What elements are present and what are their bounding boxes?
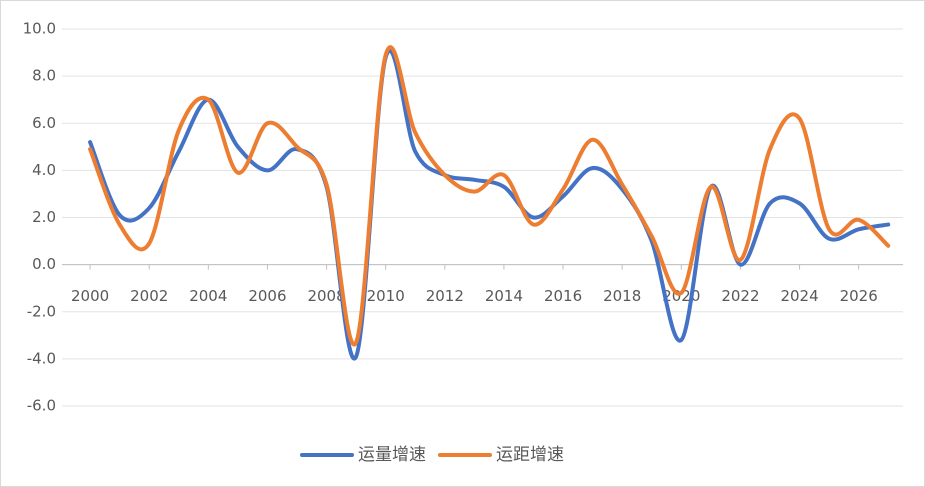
legend-label: 运距增速 <box>496 445 564 465</box>
x-tick-label: 2000 <box>71 287 109 305</box>
series-line <box>88 45 891 347</box>
x-tick-label: 2006 <box>248 287 286 305</box>
x-tick-label: 2026 <box>840 287 878 305</box>
x-tick-label: 2022 <box>721 287 759 305</box>
x-tick-label: 2004 <box>189 287 227 305</box>
x-tick-label: 2016 <box>544 287 582 305</box>
y-tick-label: 10.0 <box>23 20 56 38</box>
axes: -6.0 -4.0 -2.0 0.0 2.0 4.0 6.0 8.0 10.0 2000 2002 2… <box>23 20 903 415</box>
x-tick-label: 2024 <box>780 287 818 305</box>
y-tick-label: 4.0 <box>32 161 56 179</box>
x-tick-label: 2002 <box>130 287 168 305</box>
x-tick-label: 2014 <box>485 287 523 305</box>
y-tick-label: -4.0 <box>27 349 56 367</box>
y-tick-label: -2.0 <box>27 302 56 320</box>
x-tick-label: 2012 <box>426 287 464 305</box>
y-tick-label: -6.0 <box>27 397 56 415</box>
series-line <box>88 48 891 361</box>
legend-label: 运量增速 <box>358 445 426 465</box>
legend: 运量增速 运距增速 <box>300 445 564 465</box>
y-tick-label: 0.0 <box>32 255 56 273</box>
y-tick-label: 6.0 <box>32 114 56 132</box>
lines <box>88 45 891 361</box>
x-tick-label: 2018 <box>603 287 641 305</box>
x-tick-label: 2008 <box>307 287 345 305</box>
y-tick-label: 8.0 <box>32 67 56 85</box>
y-tick-label: 2.0 <box>32 208 56 226</box>
x-tick-label: 2010 <box>367 287 405 305</box>
